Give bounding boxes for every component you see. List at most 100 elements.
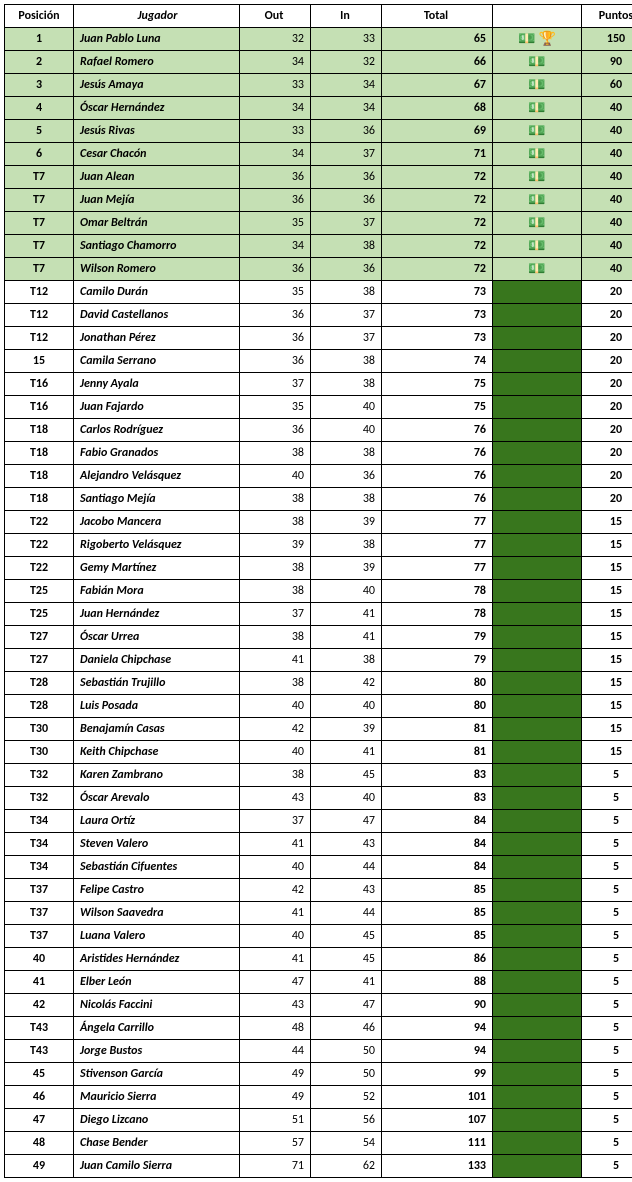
cell-pos: T7 (5, 189, 74, 212)
cell-points: 40 (582, 212, 632, 235)
cell-player: Jesús Amaya (74, 74, 240, 97)
cell-player: Santiago Mejía (74, 488, 240, 511)
cell-points: 20 (582, 327, 632, 350)
cell-out: 37 (240, 373, 311, 396)
cell-player: Juan Mejía (74, 189, 240, 212)
cell-points: 20 (582, 350, 632, 373)
cell-badge (493, 603, 582, 626)
cell-player: Juan Alean (74, 166, 240, 189)
cell-in: 50 (311, 1040, 382, 1063)
cell-points: 5 (582, 1155, 632, 1178)
cell-in: 43 (311, 833, 382, 856)
cell-player: Karen Zambrano (74, 764, 240, 787)
cell-points: 5 (582, 1017, 632, 1040)
leaderboard-table: Posición Jugador Out In Total Puntos 1Ju… (4, 4, 632, 1178)
cell-pos: T12 (5, 281, 74, 304)
cell-badge (493, 557, 582, 580)
cell-points: 5 (582, 902, 632, 925)
cell-player: Fabián Mora (74, 580, 240, 603)
table-row: T34Steven Valero4143845 (5, 833, 632, 856)
table-row: 15Camila Serrano36387420 (5, 350, 632, 373)
cell-total: 94 (382, 1017, 493, 1040)
table-row: T25Juan Hernández37417815 (5, 603, 632, 626)
table-row: T43Jorge Bustos4450945 (5, 1040, 632, 1063)
cell-points: 5 (582, 833, 632, 856)
cell-pos: T32 (5, 787, 74, 810)
cell-badge (493, 1017, 582, 1040)
cell-points: 5 (582, 787, 632, 810)
cell-badge (493, 281, 582, 304)
table-row: T12Camilo Durán35387320 (5, 281, 632, 304)
cell-points: 20 (582, 304, 632, 327)
cell-out: 41 (240, 833, 311, 856)
table-row: T30Benajamín Casas42398115 (5, 718, 632, 741)
table-row: 42Nicolás Faccini4347905 (5, 994, 632, 1017)
cell-badge (493, 465, 582, 488)
cell-out: 34 (240, 97, 311, 120)
table-row: T34Sebastián Cifuentes4044845 (5, 856, 632, 879)
cell-out: 36 (240, 166, 311, 189)
cell-points: 5 (582, 810, 632, 833)
cell-in: 38 (311, 649, 382, 672)
cell-in: 45 (311, 948, 382, 971)
cell-badge (493, 1040, 582, 1063)
money-icon: 💵 (528, 76, 545, 93)
table-row: T7Juan Mejía363672💵40 (5, 189, 632, 212)
money-icon: 💵 (528, 122, 545, 139)
cell-player: Daniela Chipchase (74, 649, 240, 672)
cell-player: Luis Posada (74, 695, 240, 718)
cell-badge: 💵 (493, 212, 582, 235)
table-row: 46Mauricio Sierra49521015 (5, 1086, 632, 1109)
cell-total: 86 (382, 948, 493, 971)
cell-player: Felipe Castro (74, 879, 240, 902)
table-row: 41Elber León4741885 (5, 971, 632, 994)
cell-badge (493, 856, 582, 879)
table-row: T27Óscar Urrea38417915 (5, 626, 632, 649)
cell-player: Benajamín Casas (74, 718, 240, 741)
cell-badge (493, 971, 582, 994)
cell-player: Rigoberto Velásquez (74, 534, 240, 557)
cell-out: 38 (240, 442, 311, 465)
cell-in: 39 (311, 718, 382, 741)
cell-total: 72 (382, 235, 493, 258)
cell-badge (493, 327, 582, 350)
cell-badge (493, 350, 582, 373)
cell-player: Keith Chipchase (74, 741, 240, 764)
cell-points: 20 (582, 419, 632, 442)
table-row: T12Jonathan Pérez36377320 (5, 327, 632, 350)
cell-total: 72 (382, 258, 493, 281)
header-total: Total (382, 5, 493, 28)
cell-badge: 💵 (493, 51, 582, 74)
cell-badge: 💵 (493, 97, 582, 120)
cell-pos: T18 (5, 488, 74, 511)
cell-points: 15 (582, 557, 632, 580)
cell-out: 49 (240, 1086, 311, 1109)
table-row: 2Rafael Romero343266💵90 (5, 51, 632, 74)
cell-out: 34 (240, 51, 311, 74)
table-row: 4Óscar Hernández343468💵40 (5, 97, 632, 120)
cell-out: 43 (240, 994, 311, 1017)
cell-points: 15 (582, 511, 632, 534)
cell-badge (493, 787, 582, 810)
cell-pos: T27 (5, 626, 74, 649)
cell-total: 76 (382, 488, 493, 511)
table-row: T43Ángela Carrillo4846945 (5, 1017, 632, 1040)
cell-out: 38 (240, 511, 311, 534)
cell-badge: 💵 🏆 (493, 28, 582, 51)
cell-player: Wilson Romero (74, 258, 240, 281)
money-icon: 💵 (528, 214, 545, 231)
cell-pos: T16 (5, 396, 74, 419)
cell-total: 65 (382, 28, 493, 51)
cell-total: 67 (382, 74, 493, 97)
cell-out: 33 (240, 120, 311, 143)
cell-total: 75 (382, 396, 493, 419)
cell-in: 40 (311, 419, 382, 442)
cell-pos: 45 (5, 1063, 74, 1086)
cell-total: 74 (382, 350, 493, 373)
cell-out: 38 (240, 488, 311, 511)
cell-in: 38 (311, 350, 382, 373)
cell-pos: 15 (5, 350, 74, 373)
cell-out: 44 (240, 1040, 311, 1063)
header-pos: Posición (5, 5, 74, 28)
cell-in: 34 (311, 97, 382, 120)
